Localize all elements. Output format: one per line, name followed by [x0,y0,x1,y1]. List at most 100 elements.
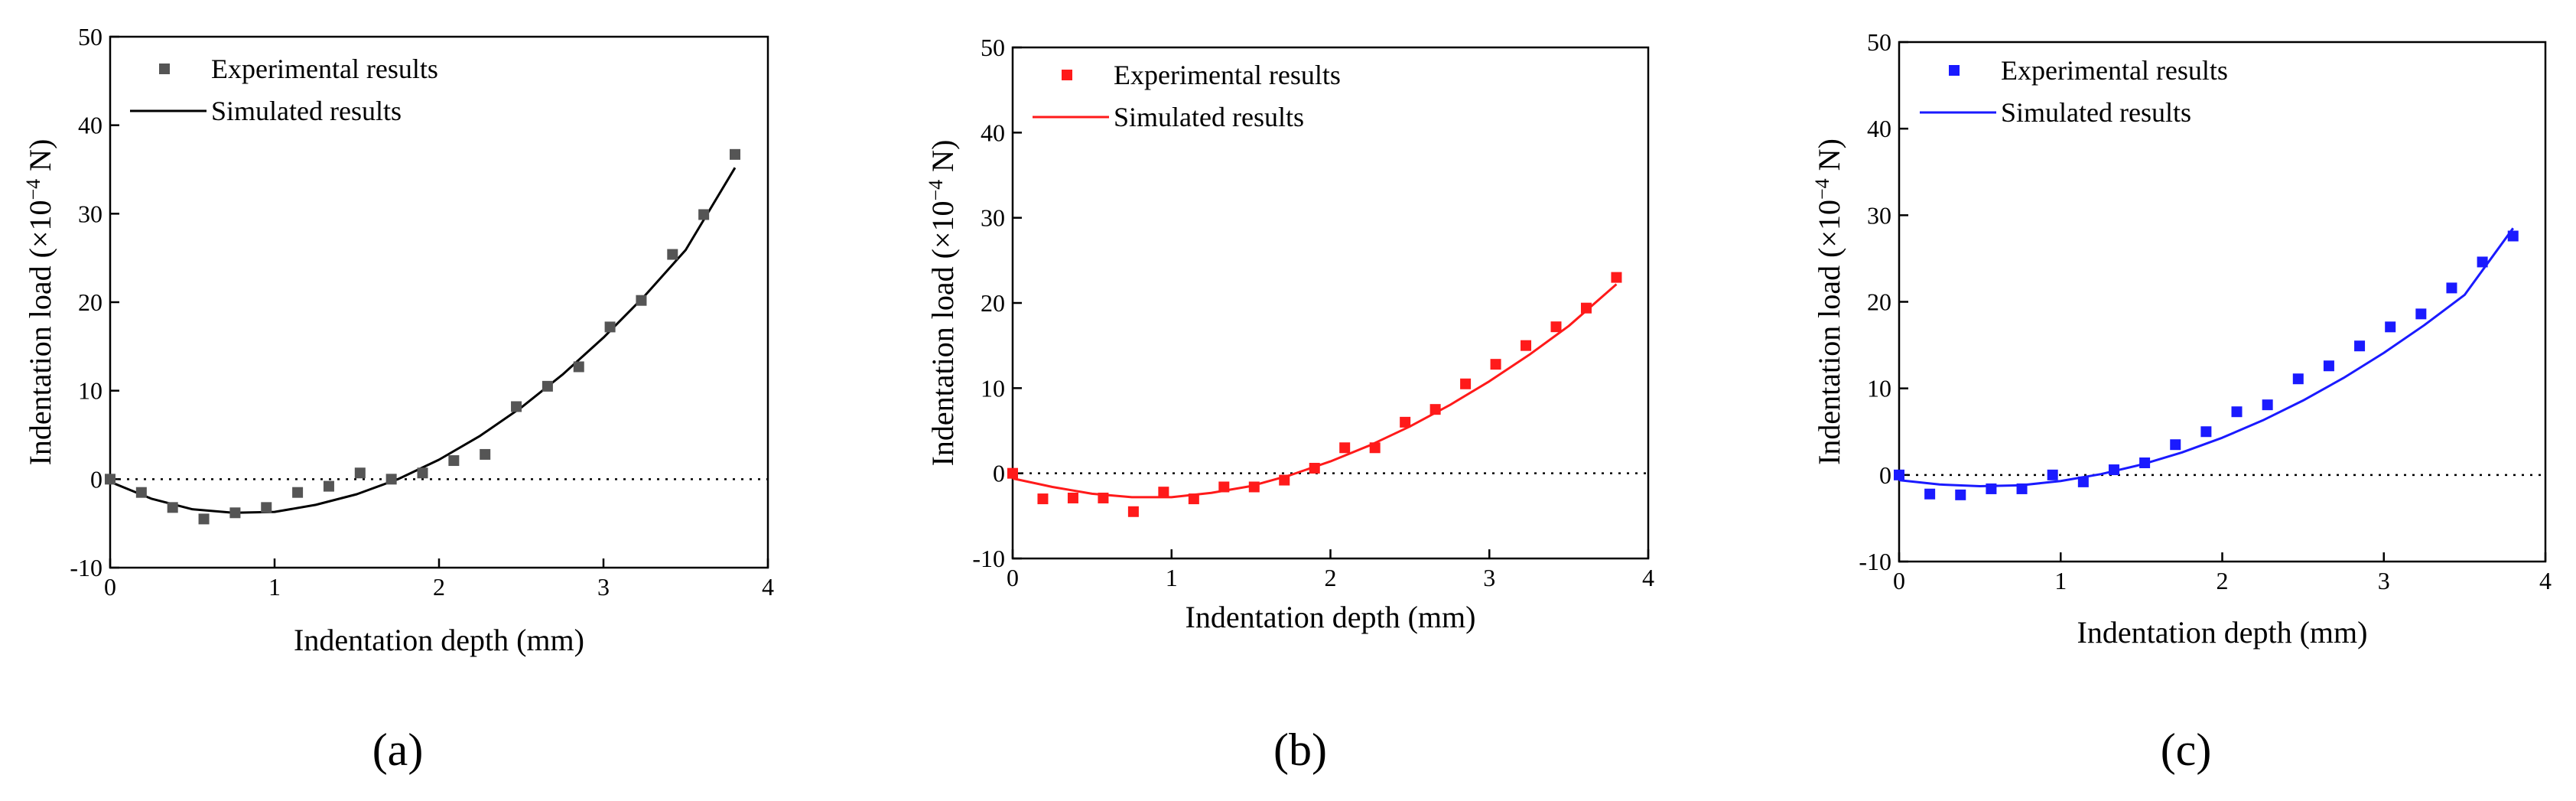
experimental-point [1279,474,1290,486]
experimental-point [1188,493,1199,505]
experimental-point [2415,308,2427,320]
y-axis-title: Indentation load (×10−4 N) [925,140,960,467]
plot-frame [109,35,769,569]
experimental-point [1550,321,1562,333]
y-tick-label: -10 [972,545,1005,572]
x-tick-label: 1 [1166,564,1178,591]
experimental-point [1955,489,1966,500]
experimental-point [2292,373,2304,385]
experimental-point [1098,492,1109,503]
y-axis-title: Indentation load (×10−4 N) [1811,138,1846,465]
experimental-point [2170,439,2181,451]
experimental-point [573,361,584,373]
y-tick-label: 40 [78,112,102,139]
experimental-point [480,448,491,460]
experimental-point [1924,488,1936,500]
experimental-point [2231,406,2243,418]
experimental-point [1369,442,1381,454]
experimental-point [511,401,522,412]
experimental-point [2477,256,2488,268]
y-tick-label: 0 [993,460,1005,487]
x-tick-label: 2 [1325,564,1337,591]
y-tick-label: 10 [1867,375,1891,402]
y-tick-label: 20 [78,288,102,316]
experimental-point [105,474,115,485]
experimental-point [1490,359,1501,370]
experimental-point [2323,360,2334,372]
panel-label: (b) [1273,724,1327,775]
experimental-point [229,507,241,519]
experimental-point [2507,230,2519,242]
experimental-point [2077,476,2089,487]
panel-label: (a) [372,724,424,775]
y-tick-label: 30 [1867,201,1891,229]
y-tick-label: 20 [1867,288,1891,316]
x-tick-label: 4 [1642,564,1654,591]
experimental-point [1309,462,1320,474]
legend-label-simulated: Simulated results [2001,97,2191,128]
experimental-point [1894,469,1904,480]
y-tick-label: 0 [90,465,102,493]
y-tick-label: 50 [78,23,102,50]
experimental-point [323,480,334,492]
experimental-point [2108,464,2119,476]
x-axis-title: Indentation depth (mm) [294,623,584,657]
x-tick-label: 1 [2054,567,2067,594]
x-tick-label: 2 [2217,567,2229,594]
experimental-point [2200,426,2212,438]
x-tick-label: 1 [268,573,281,601]
x-tick-label: 4 [762,573,774,601]
y-tick-label: 10 [981,374,1005,402]
legend-marker-experimental [1062,70,1072,80]
experimental-point [2262,399,2273,411]
experimental-point [261,502,272,513]
y-tick-label: -10 [1859,548,1891,575]
experimental-point [1248,481,1260,493]
x-axis-title: Indentation depth (mm) [1186,600,1476,634]
experimental-point [2047,469,2058,480]
experimental-point [667,249,678,260]
experimental-point [135,487,147,498]
y-tick-label: 30 [981,204,1005,232]
y-tick-label: 30 [78,200,102,227]
panel-label: (c) [2161,724,2212,775]
experimental-point [2354,340,2366,352]
experimental-point [2139,457,2151,468]
y-axis-title: Indentation load (×10−4 N) [22,139,57,466]
experimental-point [636,295,647,306]
legend-label-experimental: Experimental results [211,54,438,84]
experimental-point [2016,483,2028,494]
experimental-point [1037,493,1049,505]
y-tick-label: 50 [1867,28,1891,56]
experimental-point [417,467,428,479]
experimental-point [1521,340,1532,351]
experimental-point [2446,282,2457,294]
experimental-point [1339,442,1351,454]
x-tick-label: 2 [433,573,445,601]
experimental-point [198,513,210,525]
experimental-point [1158,487,1169,498]
x-tick-label: 0 [1893,567,1905,594]
experimental-point [1429,404,1441,415]
legend-label-simulated: Simulated results [211,96,402,126]
x-tick-label: 0 [104,573,116,601]
x-tick-label: 0 [1007,564,1019,591]
experimental-point [542,380,553,392]
y-tick-label: 10 [78,377,102,405]
y-tick-label: 20 [981,289,1005,317]
x-tick-label: 3 [1483,564,1495,591]
experimental-point [1127,506,1139,517]
experimental-point [2385,321,2396,333]
legend-label-experimental: Experimental results [1114,60,1341,90]
experimental-point [354,467,366,479]
experimental-point [1986,483,1997,494]
y-tick-label: 40 [981,119,1005,146]
experimental-point [604,321,616,333]
x-axis-title: Indentation depth (mm) [2077,615,2368,650]
x-tick-label: 3 [2378,567,2390,594]
legend-marker-experimental [1949,65,1960,76]
